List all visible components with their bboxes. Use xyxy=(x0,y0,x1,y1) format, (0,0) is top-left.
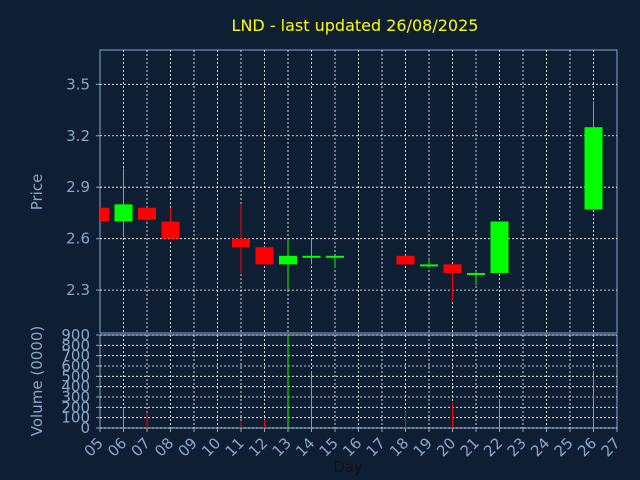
volume-tick-label: 500 xyxy=(61,367,90,385)
x-tick-label: 09 xyxy=(175,434,201,460)
price-tick-label: 3.2 xyxy=(66,127,90,145)
candle-body xyxy=(326,255,344,258)
candle-body xyxy=(114,204,133,222)
candle-body xyxy=(232,238,250,248)
price-tick-label: 2.9 xyxy=(66,178,90,196)
x-tick-label: 07 xyxy=(128,434,154,460)
volume-tick-label: 400 xyxy=(61,378,90,396)
candle-body xyxy=(138,207,156,220)
candle-body xyxy=(584,127,603,210)
x-tick-label: 18 xyxy=(386,434,412,460)
x-tick-label: 15 xyxy=(316,434,342,460)
price-panel: 2.3 2.6 2.9 3.2 3.5 xyxy=(66,49,618,334)
candle-body xyxy=(302,255,321,258)
candle-body xyxy=(279,255,297,265)
chart-title: LND - last updated 26/08/2025 xyxy=(232,16,479,35)
x-tick-label: 24 xyxy=(527,434,553,460)
x-tick-label: 17 xyxy=(363,434,389,460)
x-tick-label: 27 xyxy=(598,434,624,460)
volume-tick-label: 900 xyxy=(61,326,90,344)
x-tick-label: 25 xyxy=(551,434,577,460)
x-axis-label: Day xyxy=(333,458,363,476)
volume-tick-label: 200 xyxy=(61,398,90,416)
x-axis-ticks: 0506070809101112131415161718192021222324… xyxy=(81,428,624,460)
volume-tick-label: 100 xyxy=(61,409,90,427)
volume-tick-label: 800 xyxy=(61,336,90,354)
volume-tick-label: 300 xyxy=(61,388,90,406)
x-tick-label: 22 xyxy=(480,434,506,460)
x-tick-label: 26 xyxy=(574,434,600,460)
x-tick-label: 08 xyxy=(151,434,177,460)
candle-body xyxy=(161,221,180,239)
volume-tick-label: 600 xyxy=(61,357,90,375)
volume-tick-label: 700 xyxy=(61,347,90,365)
x-tick-label: 19 xyxy=(410,434,436,460)
x-tick-label: 05 xyxy=(81,434,107,460)
candle-body xyxy=(490,221,509,273)
candle-body xyxy=(443,264,462,273)
candle-body xyxy=(396,255,415,265)
candle-body xyxy=(100,207,109,222)
x-tick-label: 12 xyxy=(245,434,271,460)
price-tick-label: 2.6 xyxy=(66,230,90,248)
price-tick-label: 2.3 xyxy=(66,281,90,299)
candles-group xyxy=(100,101,603,301)
x-tick-label: 23 xyxy=(504,434,530,460)
volume-tick-label: 0 xyxy=(80,419,90,437)
price-axis-label: Price xyxy=(28,174,46,211)
x-tick-label: 16 xyxy=(339,434,365,460)
candle-body xyxy=(255,247,274,265)
x-tick-label: 06 xyxy=(104,434,130,460)
volume-axis-label: Volume (0000) xyxy=(28,326,46,436)
x-tick-label: 21 xyxy=(457,434,483,460)
x-tick-label: 13 xyxy=(269,434,295,460)
price-tick-label: 3.5 xyxy=(66,75,90,93)
x-tick-label: 14 xyxy=(292,434,318,460)
candle-body xyxy=(467,272,485,275)
x-tick-label: 11 xyxy=(222,434,248,460)
x-tick-label: 20 xyxy=(433,434,459,460)
x-tick-label: 10 xyxy=(198,434,224,460)
candle-body xyxy=(420,264,438,267)
